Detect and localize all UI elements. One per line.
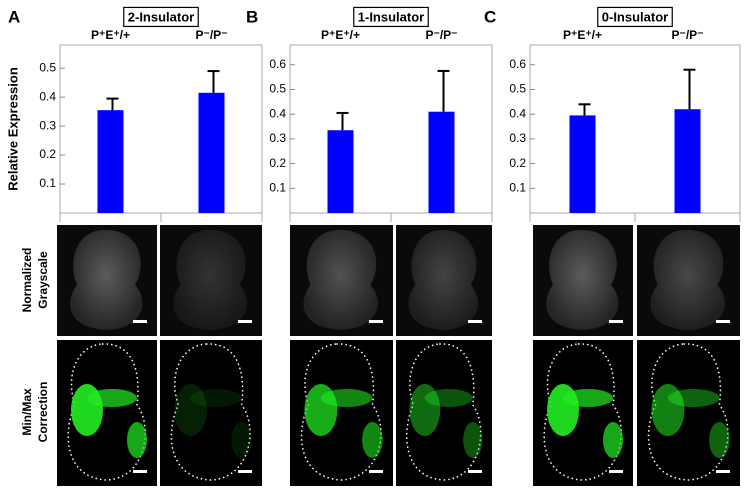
y-tick-label: 0.1	[509, 180, 526, 194]
y-tick-label: 0.6	[509, 57, 526, 71]
signal-green	[563, 389, 613, 407]
y-tick-label: 0.3	[269, 131, 286, 145]
chart-title: 2-Insulator	[128, 9, 194, 24]
y-tick-label: 0.3	[509, 131, 526, 145]
scale-bar	[133, 320, 147, 323]
axis-frame	[289, 44, 493, 222]
y-tick-label: 0.4	[269, 106, 286, 120]
chart-title: 1-Insulator	[358, 9, 424, 24]
signal-green	[127, 422, 147, 458]
scale-bar	[609, 320, 623, 323]
row-labels: Normalized Grayscale Min/Max Correction	[20, 248, 50, 443]
tissue-outline	[406, 343, 482, 481]
signal-green	[362, 422, 383, 458]
x-category-label: P⁻/P⁻	[195, 28, 227, 42]
row-label: Correction	[36, 382, 50, 443]
tissue-gray	[173, 229, 248, 330]
y-tick-label: 0.5	[269, 82, 286, 96]
signal-green	[409, 384, 441, 436]
y-tick-label: 0.2	[509, 156, 526, 170]
y-tick-label: 0.5	[39, 60, 56, 74]
axis-frame	[59, 44, 263, 222]
scale-bar	[468, 470, 482, 473]
bar	[569, 115, 596, 213]
scale-bar	[609, 470, 623, 473]
tissue-gray	[70, 229, 143, 330]
scale-bar	[716, 320, 730, 323]
tissue-gray	[650, 229, 725, 330]
bar	[327, 130, 354, 213]
chart-title: 0-Insulator	[602, 9, 668, 24]
title-box	[123, 6, 199, 28]
row-label: Normalized	[20, 248, 34, 313]
tissue-outline	[647, 343, 729, 481]
row-label: Min/Max	[20, 388, 34, 436]
image-minmax	[160, 340, 262, 486]
panel-letter: A	[8, 7, 20, 26]
tissue-gray	[303, 229, 378, 330]
y-tick-label: 0.1	[269, 180, 286, 194]
scale-bar	[238, 470, 252, 473]
bar	[198, 92, 225, 213]
panel-letter: B	[246, 7, 258, 26]
y-tick-label: 0.4	[509, 106, 526, 120]
tissue-gray	[408, 229, 478, 330]
y-tick-label: 0.4	[39, 89, 56, 103]
tissue-outline	[300, 343, 382, 481]
tissue-gray	[546, 229, 619, 330]
bar	[428, 111, 455, 213]
y-tick-label: 0.5	[509, 82, 526, 96]
signal-green	[174, 384, 207, 436]
signal-green	[651, 384, 685, 436]
y-tick-label: 0.6	[269, 57, 286, 71]
scale-bar	[369, 470, 383, 473]
scale-bar	[238, 320, 252, 323]
panel-letter: C	[484, 7, 496, 26]
signal-green	[709, 422, 730, 458]
signal-green	[463, 422, 483, 458]
signal-green	[231, 422, 252, 458]
row-label: Grayscale	[36, 251, 50, 309]
y-tick-label: 0.1	[39, 176, 56, 190]
x-category-label: P⁻/P⁻	[671, 28, 703, 42]
scale-bar	[716, 470, 730, 473]
signal-green	[190, 389, 242, 407]
scale-bar	[133, 470, 147, 473]
title-box	[353, 6, 429, 28]
x-category-label: P⁺E⁺/+	[91, 28, 130, 42]
axis-frame	[529, 44, 741, 222]
x-category-label: P⁻/P⁻	[425, 28, 457, 42]
signal-green	[603, 422, 623, 458]
x-category-label: P⁺E⁺/+	[563, 28, 602, 42]
signal-green	[87, 389, 137, 407]
bar	[97, 110, 124, 213]
bar	[674, 109, 701, 213]
scale-bar	[369, 320, 383, 323]
scale-bar	[468, 320, 482, 323]
signal-green	[320, 389, 373, 407]
signal-green	[667, 389, 720, 407]
title-box	[597, 6, 673, 28]
y-tick-label: 0.2	[269, 156, 286, 170]
y-tick-label: 0.2	[39, 147, 56, 161]
y-axis-label: Relative Expression	[5, 67, 20, 191]
signal-green	[424, 389, 473, 407]
x-category-label: P⁺E⁺/+	[321, 28, 360, 42]
image-minmax	[396, 340, 492, 486]
y-tick-label: 0.3	[39, 118, 56, 132]
